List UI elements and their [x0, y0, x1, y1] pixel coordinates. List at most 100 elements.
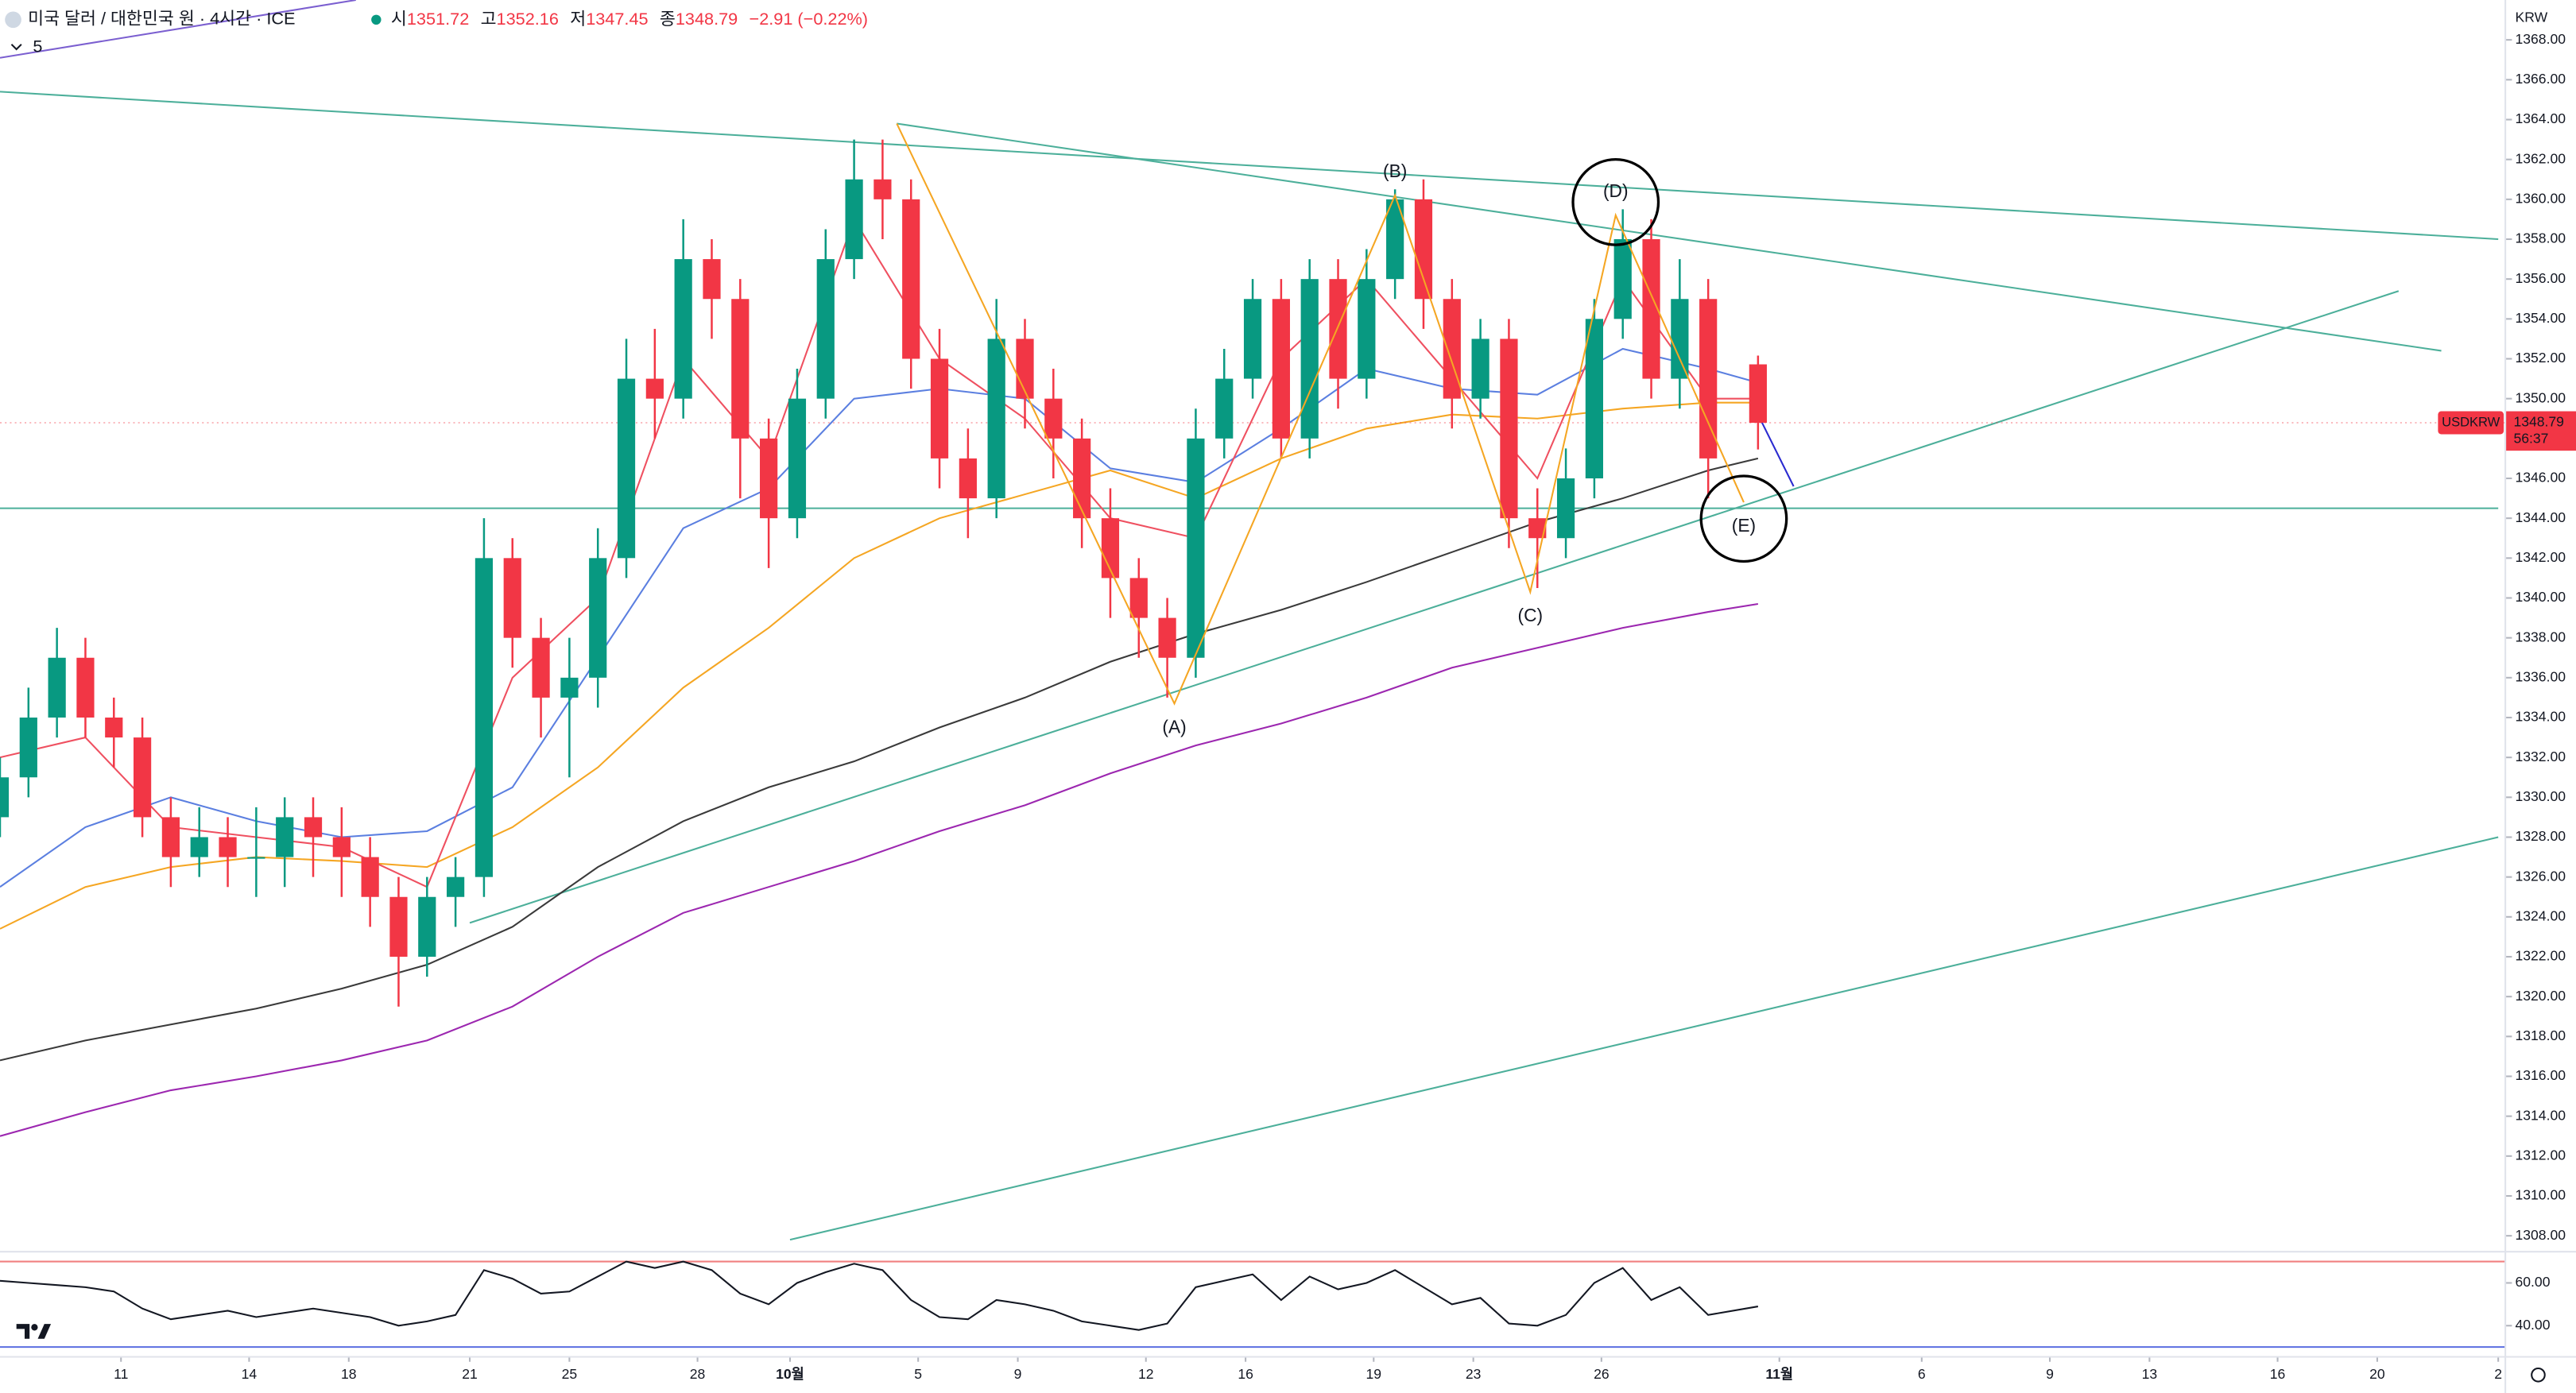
candle-body [731, 299, 750, 439]
x-tick-label: 14 [242, 1366, 258, 1382]
candle-body [1749, 364, 1767, 424]
currency-label[interactable]: KRW [2516, 9, 2548, 25]
logo-mark [31, 1324, 38, 1331]
price-tag [2505, 411, 2576, 451]
ohlc-label: 종 [660, 9, 676, 29]
y-tick-label: 1338.00 [2516, 629, 2566, 644]
y-tick-label: 1336.00 [2516, 668, 2566, 684]
candle-body [560, 677, 579, 698]
x-tick-label: 26 [1594, 1366, 1610, 1382]
logo-mark [16, 1324, 30, 1339]
y-tick-label: 1360.00 [2516, 190, 2566, 206]
candle-body [247, 857, 265, 859]
symbol-tag-label: USDKRW [2442, 414, 2500, 429]
y-tick-label: 1332.00 [2516, 749, 2566, 764]
candle-body [48, 657, 66, 718]
y-tick-label: 1330.00 [2516, 788, 2566, 804]
collapse-toggle[interactable] [10, 44, 22, 51]
candle-body [475, 558, 494, 877]
moving-average [0, 602, 1759, 1137]
x-tick-label: 16 [2270, 1366, 2286, 1382]
candle-body [1243, 299, 1262, 379]
x-tick-label: 11 [114, 1366, 128, 1382]
x-tick-label: 25 [562, 1366, 578, 1382]
candle-body [1642, 238, 1660, 379]
x-tick-label: 20 [2369, 1366, 2385, 1382]
market-status[interactable] [371, 14, 382, 25]
x-tick-label: 13 [2142, 1366, 2158, 1382]
rsi-tick-label: 40.00 [2516, 1317, 2551, 1333]
candle-body [987, 339, 1005, 499]
y-tick-label: 1340.00 [2516, 589, 2566, 605]
candle-body [959, 458, 977, 499]
x-tick-label: 12 [1138, 1366, 1154, 1382]
candle-body [19, 717, 37, 778]
candle-body [1187, 438, 1205, 658]
x-tick-label: 18 [341, 1366, 357, 1382]
candle-body [276, 817, 294, 857]
y-tick-label: 1342.00 [2516, 549, 2566, 565]
y-tick-label: 1318.00 [2516, 1027, 2566, 1043]
candle-body [332, 837, 351, 857]
x-tick-label: 9 [2046, 1366, 2054, 1382]
candle-body [645, 378, 664, 399]
y-tick-label: 1316.00 [2516, 1067, 2566, 1083]
y-tick-label: 1310.00 [2516, 1187, 2566, 1203]
candle-body [674, 259, 692, 399]
candle-body [1329, 279, 1347, 379]
y-tick-label: 1358.00 [2516, 230, 2566, 246]
candle-body [1129, 578, 1148, 618]
y-tick-label: 1326.00 [2516, 868, 2566, 884]
wave-label: (D) [1603, 180, 1629, 201]
candle-body [1613, 238, 1632, 319]
candle-body [589, 558, 607, 678]
x-tick-label: 28 [690, 1366, 706, 1382]
settings-button[interactable] [2531, 1367, 2546, 1383]
price-tag-value: 1348.79 [2513, 414, 2563, 430]
candle-body [845, 179, 863, 260]
x-tick-label: 5 [914, 1366, 922, 1382]
candle-body [930, 358, 949, 459]
highlight-circle [1571, 157, 1660, 246]
rsi-tick-label: 60.00 [2516, 1274, 2551, 1290]
y-tick-label: 1320.00 [2516, 988, 2566, 1004]
candle-body [902, 199, 920, 359]
y-tick-label: 1366.00 [2516, 71, 2566, 87]
ohlc-value: 1348.79 [676, 9, 738, 29]
x-tick-label: 11월 [1765, 1366, 1793, 1382]
candle-body [1671, 299, 1689, 379]
moving-average [0, 401, 1758, 930]
x-tick-label: 2 [2494, 1366, 2502, 1382]
y-tick-label: 1328.00 [2516, 828, 2566, 844]
candle-body [0, 777, 10, 818]
candle-body [788, 398, 807, 519]
rsi-line [0, 1260, 1759, 1331]
ohlc-value: 1351.72 [407, 9, 469, 29]
candle-body [1300, 279, 1319, 439]
candle-body [1272, 299, 1290, 439]
x-tick-label: 9 [1014, 1366, 1022, 1382]
y-tick-label: 1346.00 [2516, 470, 2566, 486]
x-tick-label: 6 [1918, 1366, 1926, 1382]
candle-body [1158, 617, 1176, 658]
candle-body [1044, 398, 1063, 439]
candle-body [304, 817, 323, 838]
candle-body [219, 837, 237, 857]
candle-body [447, 876, 465, 897]
trendline [789, 836, 2499, 1241]
candle-body [1528, 518, 1547, 539]
candle-body [76, 657, 95, 718]
candle-body [133, 737, 152, 818]
candle-body [389, 896, 408, 957]
y-tick-label: 1334.00 [2516, 709, 2566, 725]
y-tick-label: 1312.00 [2516, 1147, 2566, 1163]
x-tick-label: 10월 [776, 1366, 804, 1382]
wave-line [896, 123, 1745, 706]
indicator-count[interactable]: 5 [33, 37, 42, 56]
candle-body [161, 817, 180, 857]
candle-body [1500, 339, 1518, 519]
y-tick-label: 1324.00 [2516, 907, 2566, 923]
ohlc-label: 시 [391, 9, 407, 29]
